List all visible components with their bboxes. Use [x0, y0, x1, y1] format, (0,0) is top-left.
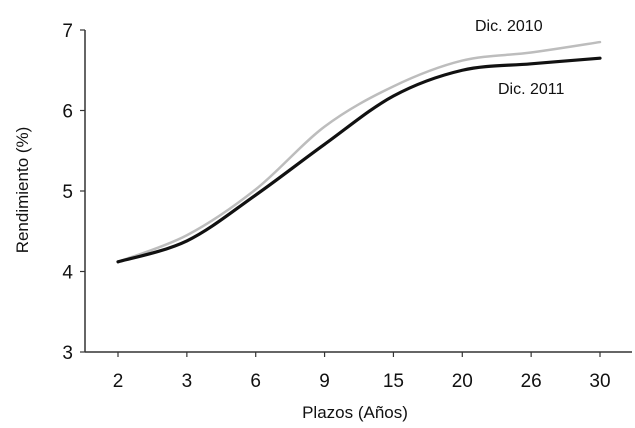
data-point	[530, 51, 532, 54]
series-line-dic-2010	[116, 40, 602, 264]
x-tick-label: 15	[383, 371, 404, 392]
x-tick-label: 3	[182, 371, 193, 392]
x-axis-ticks: 2 3 6 9 15 20 26 30	[113, 352, 611, 392]
x-tick-label: 30	[589, 371, 610, 392]
x-tick-label: 2	[113, 371, 124, 392]
data-point	[186, 234, 188, 237]
data-point	[254, 188, 257, 191]
data-point	[254, 194, 257, 196]
x-tick-label: 6	[250, 371, 261, 392]
series-label-dic-2010: Dic. 2010	[475, 18, 543, 35]
data-point	[461, 69, 464, 72]
data-point	[530, 63, 532, 65]
y-axis-ticks: 3 4 5 6 7	[62, 21, 85, 364]
data-point	[323, 125, 326, 128]
x-axis-title: Plazos (Años)	[302, 403, 408, 422]
data-point	[461, 59, 464, 62]
y-tick-label: 6	[62, 102, 73, 123]
y-axis-title: Rendimiento (%)	[13, 127, 32, 254]
x-tick-label: 20	[452, 371, 473, 392]
data-point	[117, 261, 119, 263]
data-point	[599, 57, 601, 59]
x-tick-label: 9	[319, 371, 330, 392]
series-line-dic-2011	[116, 56, 602, 264]
y-tick-label: 4	[62, 263, 73, 284]
x-tick-label: 26	[521, 371, 542, 392]
data-point	[392, 95, 395, 97]
plot-area: 3 4 5 6 7 2 3 6 9 15 20 26 30	[62, 21, 632, 392]
y-tick-label: 7	[62, 21, 73, 42]
y-tick-label: 5	[62, 182, 73, 203]
data-point	[392, 85, 395, 88]
series-lines	[116, 40, 602, 264]
series-label-dic-2011: Dic. 2011	[498, 81, 565, 98]
y-tick-label: 3	[62, 343, 73, 364]
data-point	[186, 240, 188, 242]
data-point	[599, 41, 601, 43]
data-point	[323, 143, 326, 146]
